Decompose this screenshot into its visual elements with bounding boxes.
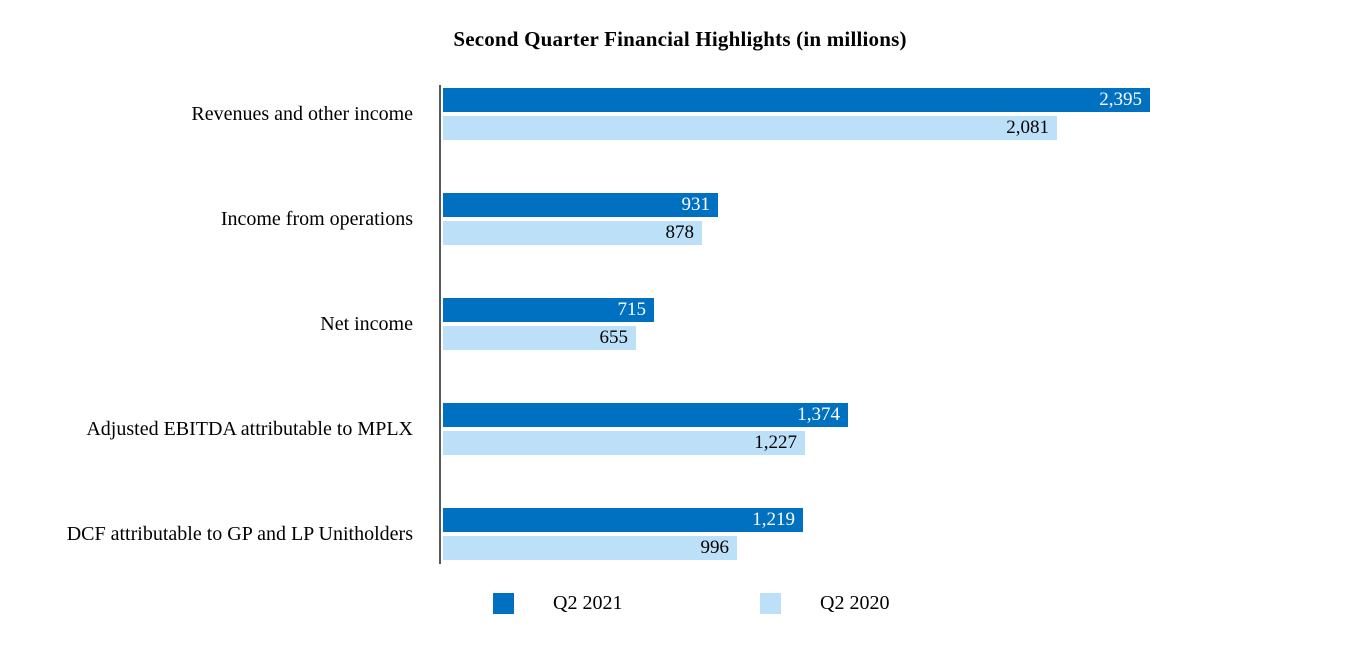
category-label: Income from operations — [220, 207, 413, 230]
legend-swatch-q2-2021 — [493, 593, 514, 614]
bar-value-label: 2,395 — [1099, 89, 1142, 110]
bar-q2-2021: 1,219 — [443, 508, 803, 532]
chart-title: Second Quarter Financial Highlights (in … — [453, 27, 907, 51]
legend: Q2 2021 Q2 2020 — [0, 592, 1360, 618]
legend-item-q2-2021: Q2 2021 — [493, 592, 622, 615]
bar-value-label: 1,219 — [752, 509, 795, 530]
bar-value-label: 2,081 — [1006, 117, 1049, 138]
bar-q2-2021: 1,374 — [443, 403, 848, 427]
legend-label-q2-2020: Q2 2020 — [820, 592, 890, 614]
bar-q2-2021: 715 — [443, 298, 654, 322]
bar-value-label: 655 — [599, 327, 629, 348]
bar-q2-2020: 878 — [443, 221, 702, 245]
bar-q2-2020: 996 — [443, 536, 737, 560]
bar-value-label: 931 — [681, 194, 711, 215]
bar-q2-2020: 655 — [443, 326, 636, 350]
legend-label-q2-2021: Q2 2021 — [553, 592, 623, 614]
category-label: Net income — [320, 312, 413, 335]
bar-value-label: 878 — [665, 222, 695, 243]
bar-value-label: 1,374 — [797, 404, 840, 425]
category-label: DCF attributable to GP and LP Unitholder… — [66, 522, 413, 545]
legend-item-q2-2020: Q2 2020 — [760, 592, 889, 615]
bar-value-label: 1,227 — [754, 432, 797, 453]
category-label: Revenues and other income — [191, 102, 413, 125]
y-axis-line — [439, 85, 441, 564]
bar-value-label: 715 — [617, 299, 647, 320]
bar-q2-2021: 931 — [443, 193, 718, 217]
bar-q2-2020: 1,227 — [443, 431, 805, 455]
category-label: Adjusted EBITDA attributable to MPLX — [86, 417, 413, 440]
bar-q2-2021: 2,395 — [443, 88, 1150, 112]
legend-swatch-q2-2020 — [760, 593, 781, 614]
bar-q2-2020: 2,081 — [443, 116, 1057, 140]
bar-value-label: 996 — [700, 537, 730, 558]
